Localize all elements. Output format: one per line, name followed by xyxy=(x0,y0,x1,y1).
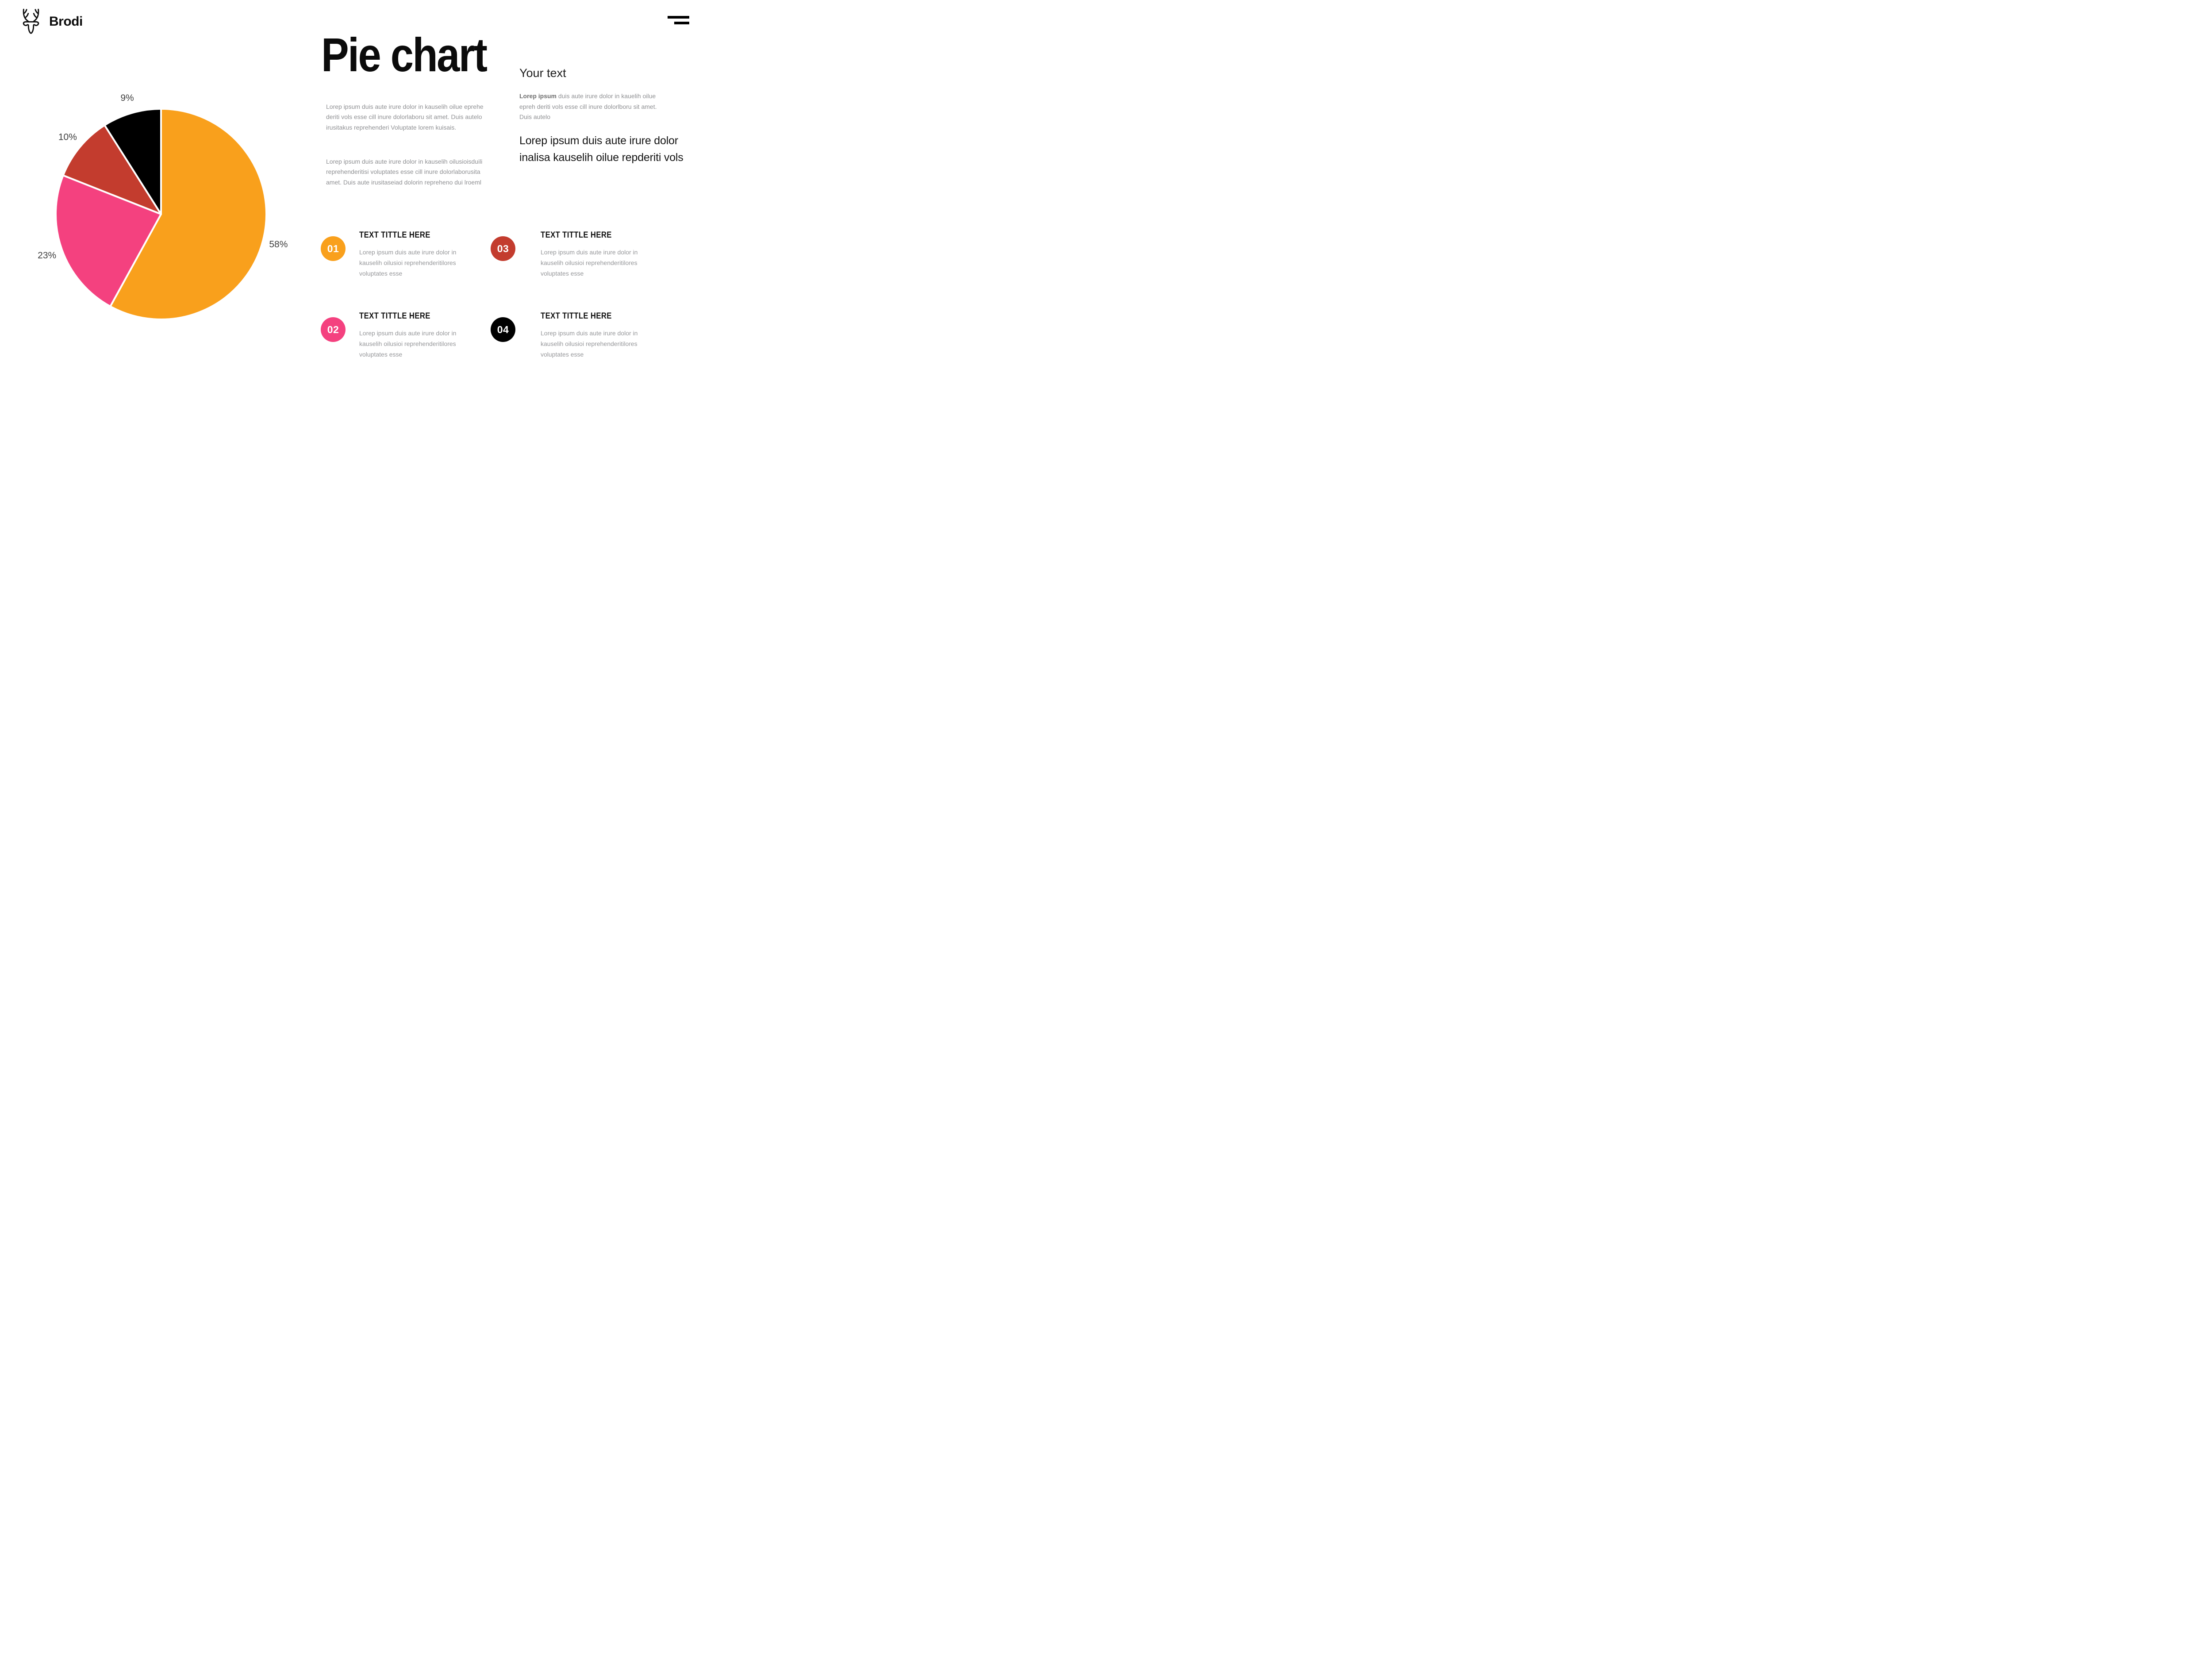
item-04-number: 04 xyxy=(497,323,509,335)
pie-chart: 58% 23% 10% 9% xyxy=(19,73,303,356)
deer-icon xyxy=(23,8,39,34)
item-02-title: TEXT TITTLE HERE xyxy=(359,311,430,321)
intro-paragraph-2: Lorep ipsum duis aute irure dolor in kau… xyxy=(326,157,483,186)
item-01-number: 01 xyxy=(327,242,339,254)
callout-text: Lorep ipsum duis aute irure dolor inalis… xyxy=(519,134,684,164)
page-title: Pie chart xyxy=(321,28,488,81)
item-02-number-badge: 02 xyxy=(321,317,346,342)
pie-slice-58% xyxy=(109,108,267,320)
your-text-paragraph: Lorep ipsum duis aute irure dolor in kau… xyxy=(519,91,679,123)
numbered-item-04: 04 TEXT TITTLE HERE Lorep ipsum duis aut… xyxy=(491,312,676,392)
item-01-body: Lorep ipsum duis aute irure dolor in kau… xyxy=(359,249,457,277)
pie-label-9%: 9% xyxy=(120,93,134,103)
item-04-number-badge: 04 xyxy=(491,317,515,342)
pie-slice-23% xyxy=(54,174,162,307)
pie-label-23%: 23% xyxy=(38,250,56,261)
numbered-item-02: 02 TEXT TITTLE HERE Lorep ipsum duis aut… xyxy=(321,312,507,392)
pie-chart-svg: 58% 23% 10% 9% xyxy=(38,93,288,320)
pie-slice-10% xyxy=(62,124,162,215)
item-03-number-badge: 03 xyxy=(491,236,515,261)
lead-bold-text: Lorep ipsum xyxy=(519,92,557,100)
brand-logo: Brodi xyxy=(19,8,83,35)
slide: Brodi 58% 23% 10% 9% Pie chart Lorep ipsum … xyxy=(0,0,708,398)
item-02-number: 02 xyxy=(327,323,339,335)
pie-label-10%: 10% xyxy=(58,132,77,142)
item-01-number-badge: 01 xyxy=(321,236,346,261)
item-02-body: Lorep ipsum duis aute irure dolor in kau… xyxy=(359,330,457,358)
item-03-number: 03 xyxy=(497,242,509,254)
numbered-item-01: 01 TEXT TITTLE HERE Lorep ipsum duis aut… xyxy=(321,231,507,311)
hamburger-bar-top xyxy=(668,16,689,19)
item-04-title: TEXT TITTLE HERE xyxy=(541,311,612,321)
intro-paragraph-1: Lorep ipsum duis aute irure dolor in kau… xyxy=(326,103,484,131)
item-01-title: TEXT TITTLE HERE xyxy=(359,230,430,240)
lead-rest-text: duis aute irure dolor in kauelih oilue e… xyxy=(519,92,657,120)
hamburger-bar-bottom xyxy=(674,22,689,24)
pie-slice-9% xyxy=(104,108,162,215)
item-03-title: TEXT TITTLE HERE xyxy=(541,230,612,240)
hamburger-menu-button[interactable] xyxy=(667,16,689,25)
numbered-item-03: 03 TEXT TITTLE HERE Lorep ipsum duis aut… xyxy=(491,231,676,311)
pie-label-58%: 58% xyxy=(269,239,288,250)
item-03-body: Lorep ipsum duis aute irure dolor in kau… xyxy=(541,249,638,277)
item-04-body: Lorep ipsum duis aute irure dolor in kau… xyxy=(541,330,638,358)
intro-paragraphs: Lorep ipsum duis aute irure dolor in kau… xyxy=(326,91,516,211)
your-text-heading: Your text xyxy=(519,66,566,80)
brand-name: Brodi xyxy=(49,14,83,29)
